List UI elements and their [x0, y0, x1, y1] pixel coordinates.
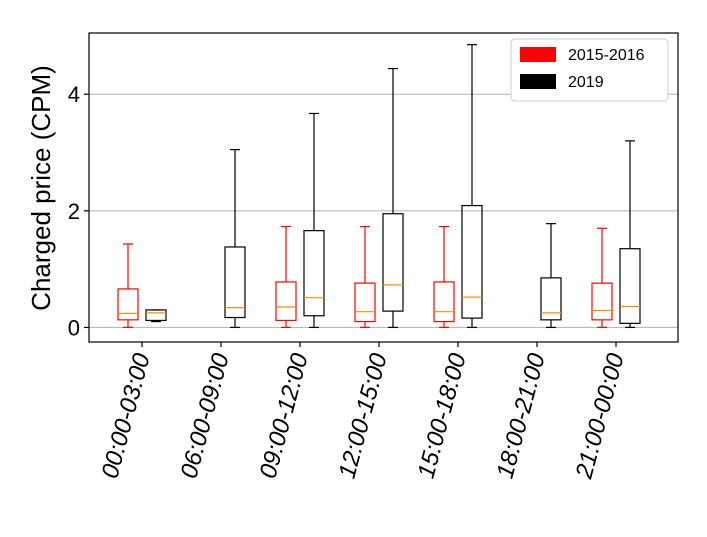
- box-iqr: [224, 246, 246, 319]
- box-series-b: [382, 67, 404, 329]
- legend-items: 2015-2016 2019: [520, 47, 645, 91]
- legend-swatch: [520, 47, 556, 62]
- x-tick-label: 00:00-03:00: [97, 350, 156, 481]
- box-series-b: [461, 44, 483, 329]
- box-series-b: [303, 112, 325, 329]
- box-layer: [117, 44, 641, 329]
- x-tick-layer: 00:00-03:00 06:00-09:00 09:00-12:00 12:00-1…: [97, 342, 630, 482]
- box-iqr: [303, 230, 325, 317]
- box-series-a: [591, 227, 613, 329]
- box-iqr: [540, 277, 562, 321]
- box-series-a: [117, 243, 139, 329]
- x-tick-label: 12:00-15:00: [334, 350, 393, 481]
- box-iqr: [433, 281, 455, 323]
- x-tick-label: 09:00-12:00: [255, 350, 314, 481]
- box-iqr: [275, 281, 297, 322]
- box-series-a: [433, 225, 455, 329]
- legend-swatch: [520, 74, 556, 89]
- y-tick-label: 0: [68, 315, 80, 340]
- box-iqr: [591, 282, 613, 321]
- box-iqr: [382, 213, 404, 312]
- box-series-b: [619, 140, 641, 329]
- box-iqr: [145, 309, 167, 322]
- x-tick-label: 06:00-09:00: [176, 350, 235, 481]
- box-series-a: [354, 225, 376, 329]
- box-series-b: [145, 309, 167, 323]
- box-iqr: [619, 248, 641, 324]
- box-series-b: [540, 223, 562, 329]
- plot-frame: [88, 32, 679, 343]
- box-iqr: [461, 204, 483, 319]
- box-series-b: [224, 149, 246, 329]
- y-tick-label: 2: [68, 199, 80, 224]
- box-iqr: [354, 282, 376, 323]
- legend-label: 2015-2016: [568, 47, 645, 64]
- y-tick-layer: 0 2 4: [68, 82, 89, 340]
- x-tick-label: 21:00-00:00: [570, 350, 630, 482]
- legend-label: 2019: [568, 74, 604, 91]
- y-axis-title: Charged price (CPM): [26, 65, 56, 311]
- legend: 2015-2016 2019: [510, 38, 669, 102]
- x-tick-label: 18:00-21:00: [492, 350, 551, 481]
- x-tick-label: 15:00-18:00: [413, 350, 472, 481]
- box-iqr: [117, 288, 139, 321]
- y-tick-label: 4: [68, 82, 80, 107]
- box-series-a: [275, 225, 297, 329]
